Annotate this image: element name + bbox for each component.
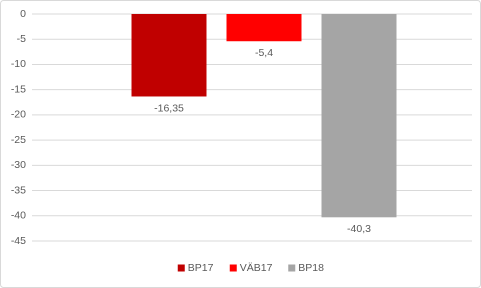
legend-label: VÄB17: [240, 262, 273, 274]
y-tick-label: -25: [11, 134, 26, 146]
y-tick-label: -10: [11, 58, 26, 70]
y-tick-label: -30: [11, 159, 26, 171]
y-tick-label: -35: [11, 184, 26, 196]
y-tick-label: -40: [11, 210, 26, 222]
value-label: -40,3: [347, 223, 371, 235]
legend-swatch: [177, 264, 185, 272]
y-tick-label: -15: [11, 83, 26, 95]
bar: [226, 14, 302, 42]
y-tick-label: -45: [11, 235, 26, 247]
legend-swatch: [288, 264, 296, 272]
value-label: -16,35: [154, 102, 184, 114]
bar: [131, 14, 207, 97]
y-tick-label: -20: [11, 109, 26, 121]
y-tick-label: -5: [17, 33, 26, 45]
legend-label: BP17: [188, 262, 214, 274]
legend-label: BP18: [298, 262, 324, 274]
legend-swatch: [229, 264, 237, 272]
bar: [321, 14, 397, 218]
y-tick-label: 0: [20, 8, 26, 20]
value-label: -5,4: [255, 47, 273, 59]
